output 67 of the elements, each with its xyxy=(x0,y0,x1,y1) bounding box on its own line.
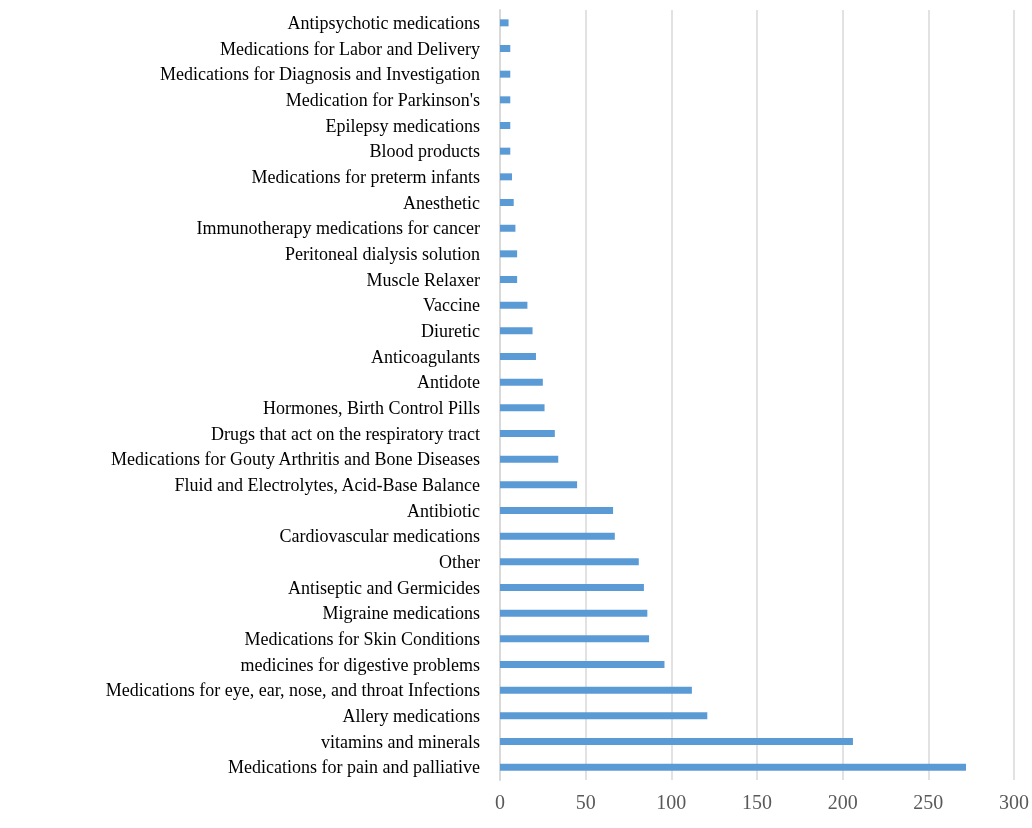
y-tick-label: Medication for Parkinson's xyxy=(285,89,480,110)
bar xyxy=(500,507,614,514)
y-tick-label: Medications for Diagnosis and Investigation xyxy=(160,64,480,85)
bar xyxy=(500,250,518,258)
y-tick-label: Drugs that act on the respiratory tract xyxy=(211,423,480,444)
bar xyxy=(500,96,511,104)
y-tick-label: Epilepsy medications xyxy=(325,115,480,136)
y-tick-label: Anesthetic xyxy=(403,192,480,213)
x-tick-label: 200 xyxy=(827,791,858,813)
bar xyxy=(500,558,639,566)
y-tick-label: Other xyxy=(439,551,480,572)
bar xyxy=(500,455,559,463)
y-tick-label: Medications for Labor and Delivery xyxy=(220,38,480,59)
bar xyxy=(500,404,545,412)
bar xyxy=(500,122,511,129)
bar xyxy=(500,481,578,489)
y-tick-label: Medications for preterm infants xyxy=(251,166,480,187)
y-tick-label: Antidote xyxy=(417,372,480,393)
bar xyxy=(500,199,514,206)
bar xyxy=(500,584,644,591)
bar xyxy=(500,661,665,668)
x-tick-label: 250 xyxy=(913,791,944,813)
bar xyxy=(500,712,708,720)
y-tick-label: Cardiovascular medications xyxy=(279,526,480,547)
bar xyxy=(500,738,853,745)
bar xyxy=(500,301,528,309)
y-tick-label: Medications for eye, ear, nose, and throat Infections xyxy=(105,680,480,701)
bar xyxy=(500,276,518,283)
bar xyxy=(500,19,509,27)
x-tick-label: 300 xyxy=(999,791,1029,813)
x-tick-label: 100 xyxy=(656,791,687,813)
bar xyxy=(500,532,615,540)
y-tick-label: Vaccine xyxy=(423,295,480,316)
y-tick-label: Blood products xyxy=(369,141,480,162)
bar xyxy=(500,224,516,232)
bar xyxy=(500,353,536,360)
y-tick-label: Antipsychotic medications xyxy=(287,12,480,33)
bar xyxy=(500,609,648,617)
bar xyxy=(500,686,692,694)
y-tick-label: Medications for Gouty Arthritis and Bone Diseases xyxy=(111,449,480,470)
y-tick-label: Peritoneal dialysis solution xyxy=(285,243,480,264)
x-tick-label: 0 xyxy=(495,791,505,813)
y-tick-label: Antiseptic and Germicides xyxy=(288,577,480,598)
y-tick-label: Anticoagulants xyxy=(371,346,480,367)
y-tick-label: Medications for pain and palliative xyxy=(228,757,481,778)
bar xyxy=(500,70,511,78)
x-tick-label: 150 xyxy=(742,791,772,813)
x-tick-label: 50 xyxy=(575,791,596,813)
bar xyxy=(500,430,555,437)
y-tick-label: Muscle Relaxer xyxy=(366,269,480,290)
bar xyxy=(500,635,650,643)
bar xyxy=(500,378,543,386)
y-tick-label: Fluid and Electrolytes, Acid-Base Balance xyxy=(174,474,480,495)
y-tick-label: Medications for Skin Conditions xyxy=(244,628,480,649)
y-tick-label: vitamins and minerals xyxy=(321,731,480,752)
bar xyxy=(500,327,533,335)
bar xyxy=(500,173,512,181)
y-tick-label: Antibiotic xyxy=(407,500,480,521)
y-tick-label: Allery medications xyxy=(342,705,480,726)
bar xyxy=(500,45,511,52)
bar xyxy=(500,763,967,771)
y-tick-label: Immunotherapy medications for cancer xyxy=(196,218,480,239)
bar xyxy=(500,147,511,155)
y-tick-label: Hormones, Birth Control Pills xyxy=(262,397,480,418)
y-tick-label: medicines for digestive problems xyxy=(240,654,480,675)
y-tick-label: Migraine medications xyxy=(322,603,480,624)
y-tick-label: Diuretic xyxy=(421,320,480,341)
